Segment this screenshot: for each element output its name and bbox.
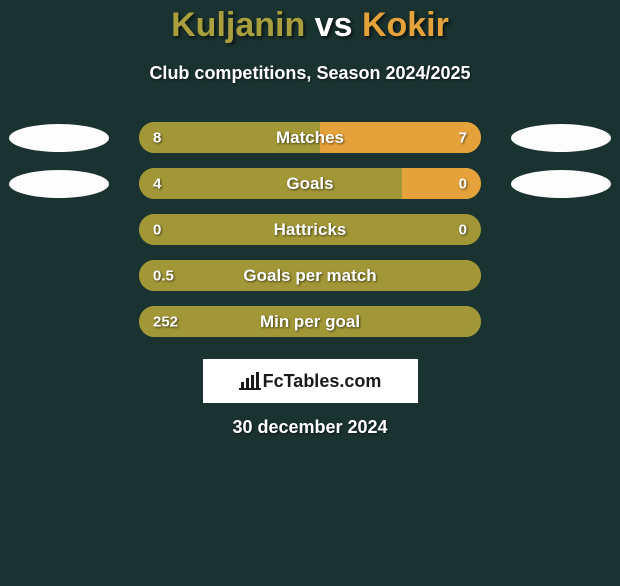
player2-name: Kokir (362, 6, 449, 44)
stat-value-left: 252 (153, 313, 178, 330)
vs-separator: vs (305, 6, 362, 44)
stat-label: Goals (286, 174, 333, 194)
player1-logo-placeholder (9, 170, 109, 198)
stat-row: Goals 4 0 (0, 168, 620, 199)
comparison-title: Kuljanin vs Kokir (0, 6, 620, 45)
stats-container: Matches 8 7 Goals 4 0 Hattricks 0 0 Goals per mat… (0, 122, 620, 337)
logo-box: FcTables.com (203, 359, 418, 403)
stat-label: Min per goal (260, 312, 360, 332)
stat-row: Min per goal 252 (0, 306, 620, 337)
stat-row: Matches 8 7 (0, 122, 620, 153)
player2-logo-placeholder (511, 124, 611, 152)
player1-name: Kuljanin (171, 6, 305, 44)
stat-value-left: 0.5 (153, 267, 174, 284)
stat-bar: Goals per match 0.5 (139, 260, 481, 291)
logo-text: FcTables.com (239, 371, 382, 392)
stat-bar: Min per goal 252 (139, 306, 481, 337)
stat-value-right: 7 (459, 129, 467, 146)
bar-fill-right (320, 122, 481, 153)
logo-chart-icon (239, 372, 261, 390)
stat-bar: Hattricks 0 0 (139, 214, 481, 245)
stat-label: Hattricks (274, 220, 347, 240)
bar-fill-right (402, 168, 481, 199)
stat-row: Hattricks 0 0 (0, 214, 620, 245)
stat-value-left: 0 (153, 221, 161, 238)
stat-label: Matches (276, 128, 344, 148)
stat-value-left: 8 (153, 129, 161, 146)
date-label: 30 december 2024 (0, 417, 620, 438)
bar-fill-left (139, 168, 402, 199)
player1-logo-placeholder (9, 124, 109, 152)
stat-bar: Goals 4 0 (139, 168, 481, 199)
stat-bar: Matches 8 7 (139, 122, 481, 153)
stat-label: Goals per match (243, 266, 376, 286)
subtitle: Club competitions, Season 2024/2025 (0, 63, 620, 84)
stat-value-left: 4 (153, 175, 161, 192)
stat-row: Goals per match 0.5 (0, 260, 620, 291)
player2-logo-placeholder (511, 170, 611, 198)
stat-value-right: 0 (459, 175, 467, 192)
logo-label: FcTables.com (263, 371, 382, 392)
stat-value-right: 0 (459, 221, 467, 238)
